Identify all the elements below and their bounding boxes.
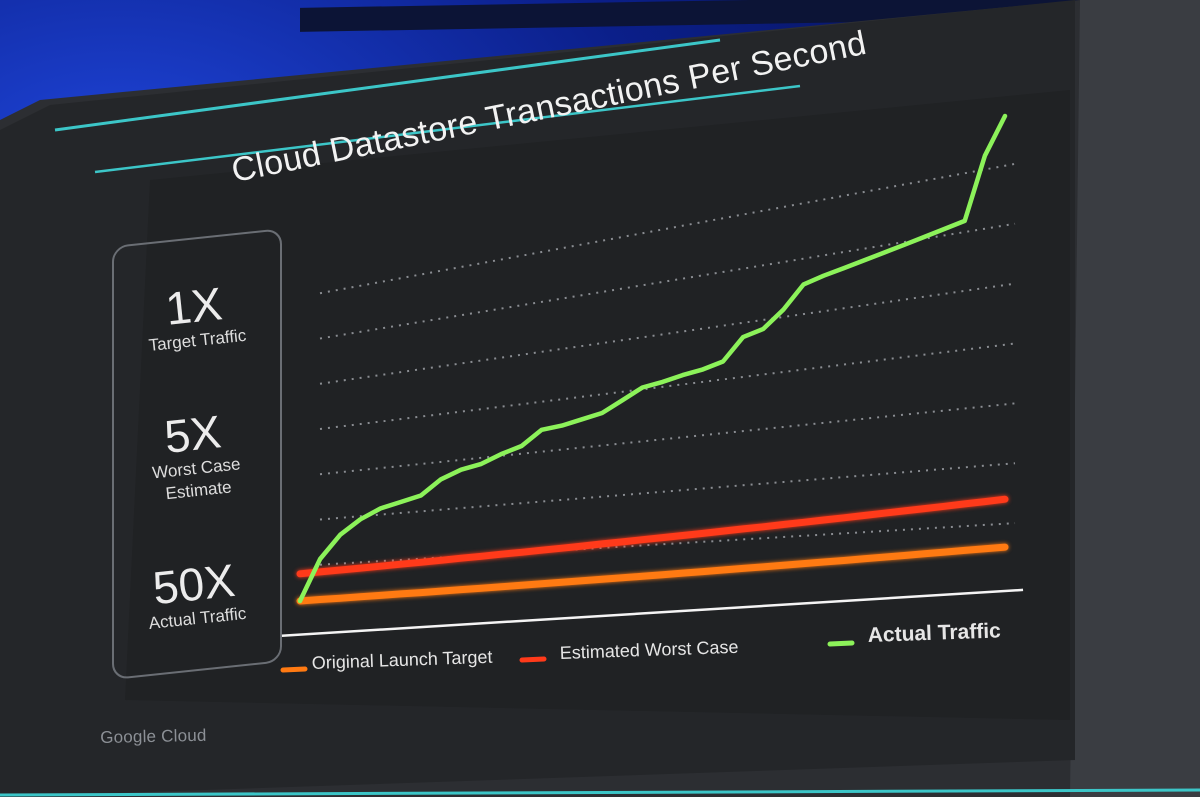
top-accent-line-2 bbox=[94, 84, 801, 174]
grid-line bbox=[319, 222, 1016, 340]
grid-line bbox=[319, 282, 1016, 385]
legend-label: Estimated Worst Case bbox=[559, 637, 738, 663]
series-line-actual-traffic bbox=[297, 113, 1008, 604]
series-line-estimated-worst-case bbox=[296, 495, 1009, 578]
legend-label: Actual Traffic bbox=[867, 619, 1001, 647]
screen-right-panel bbox=[1070, 0, 1200, 797]
grid-line bbox=[319, 342, 1016, 430]
series-lines bbox=[296, 113, 1009, 605]
top-accent-line-1 bbox=[54, 38, 721, 132]
legend-label: Original Launch Target bbox=[311, 647, 492, 673]
grid-line bbox=[319, 402, 1016, 476]
grid-line bbox=[319, 162, 1016, 295]
legend-swatch bbox=[827, 640, 855, 647]
axes bbox=[281, 588, 1024, 637]
legend-swatch bbox=[280, 666, 308, 673]
legend: Original Launch Target Estimated Worst Ca… bbox=[280, 619, 1001, 673]
legend-swatch bbox=[519, 656, 547, 663]
series-line-original-launch-target bbox=[296, 543, 1009, 605]
grid-lines bbox=[319, 162, 1016, 566]
google-cloud-logo-text: Google Cloud bbox=[100, 725, 207, 747]
x-axis-line bbox=[281, 588, 1024, 637]
bottom-accent-line bbox=[0, 788, 1200, 797]
